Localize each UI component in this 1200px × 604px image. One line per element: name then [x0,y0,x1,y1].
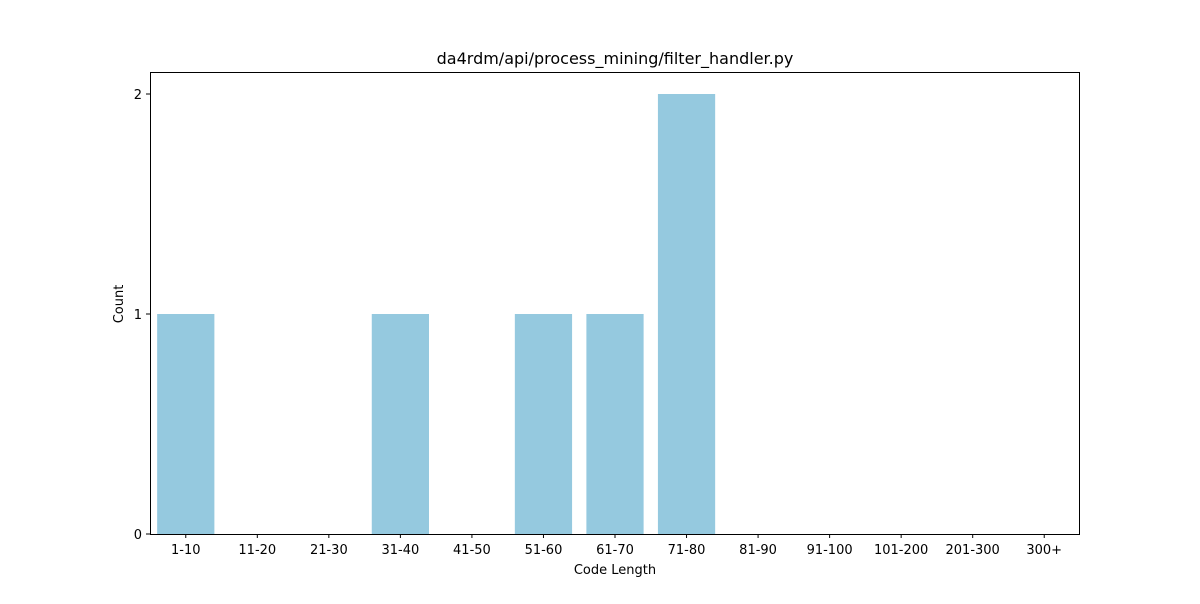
bar-51-60 [514,314,573,534]
x-tick-label: 1-10 [171,543,201,558]
x-tick-label: 91-100 [807,543,853,558]
x-axis-label: Code Length [574,563,656,578]
x-tick-label: 71-80 [668,543,706,558]
y-tick-label: 2 [134,88,142,103]
x-tick-label: 81-90 [739,543,777,558]
x-tick-label: 41-50 [453,543,491,558]
x-tick-label: 300+ [1026,543,1062,558]
x-tick-label: 11-20 [238,543,276,558]
bars-layer [157,94,716,534]
x-tick-label: 61-70 [596,543,634,558]
bar-71-80 [657,94,716,534]
y-tick-label: 0 [134,528,142,543]
x-tick-label: 51-60 [525,543,563,558]
x-tick-label: 101-200 [874,543,928,558]
bar-31-40 [371,314,429,534]
chart-title: da4rdm/api/process_mining/filter_handler… [437,49,794,69]
bar-61-70 [586,314,644,534]
plot-frame [150,72,1080,535]
bar-1-10 [157,314,215,534]
y-tick-label: 1 [134,308,142,323]
x-tick-label: 201-300 [946,543,1000,558]
x-tick-label: 21-30 [310,543,348,558]
axes-layer: 1-10 11-20 21-30 31-40 41-50 51-60 61-70 71-80 8… [134,88,1062,558]
x-tick-label: 31-40 [381,543,419,558]
y-axis-label: Count [112,285,127,324]
